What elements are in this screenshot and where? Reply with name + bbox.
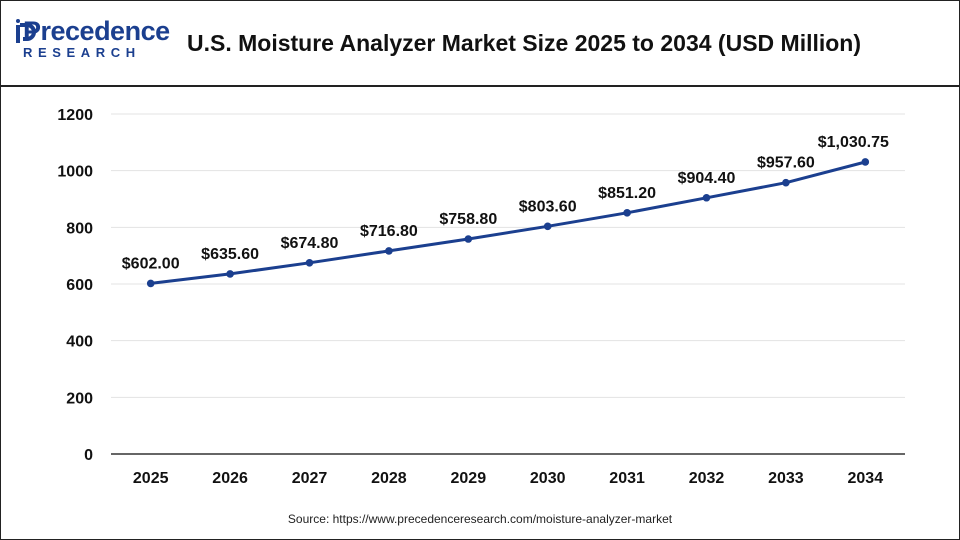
x-tick-label: 2028 (371, 470, 407, 487)
logo-subtext: RESEARCH (23, 45, 141, 60)
data-point (623, 209, 631, 217)
line-chart: 0 200 400 600 800 1000 1200 2025 2026 2027 2028 202… (57, 107, 905, 487)
data-point (702, 193, 711, 202)
source-note: Source: https://www.precedenceresearch.c… (287, 512, 673, 526)
data-label: $851.20 (598, 185, 656, 202)
x-tick-label: 2033 (768, 470, 804, 487)
data-label: $904.40 (678, 170, 736, 187)
y-tick-label: 1200 (57, 107, 93, 124)
x-tick-label: 2031 (609, 470, 645, 487)
y-tick-label: 0 (84, 447, 93, 464)
logo-mark-icon (16, 19, 36, 43)
data-point (226, 270, 234, 278)
series-line (150, 160, 866, 285)
y-tick-label: 600 (66, 277, 93, 294)
data-label: $635.60 (201, 246, 259, 263)
data-point (464, 235, 473, 243)
data-label: $1,030.75 (818, 134, 889, 151)
y-tick-label: 1000 (57, 164, 93, 181)
brand-logo: Precedence RESEARCH (15, 15, 170, 63)
x-tick-label: 2025 (133, 470, 169, 487)
x-tick-label: 2034 (848, 470, 884, 487)
data-point (861, 158, 870, 166)
y-tick-label: 800 (66, 220, 93, 237)
data-label: $957.60 (757, 155, 815, 172)
data-point (146, 279, 155, 288)
header: Precedence RESEARCH U.S. Moisture Analyz… (1, 1, 959, 87)
x-tick-label: 2029 (451, 470, 487, 487)
x-tick-label: 2027 (292, 470, 328, 487)
data-point (782, 178, 790, 187)
data-point (543, 222, 552, 231)
data-label: $716.80 (360, 223, 418, 240)
y-tick-label: 400 (66, 334, 93, 351)
data-label: $803.60 (519, 198, 577, 215)
data-point (305, 259, 314, 267)
data-label: $758.80 (439, 211, 497, 228)
chart-title: U.S. Moisture Analyzer Market Size 2025 … (187, 30, 862, 56)
data-label: $602.00 (122, 255, 180, 272)
x-tick-label: 2026 (212, 470, 248, 487)
logo-wordmark: Precedence (23, 16, 170, 46)
data-point (385, 247, 393, 255)
x-tick-label: 2030 (530, 470, 566, 487)
data-label: $674.80 (281, 235, 339, 252)
y-tick-label: 200 (66, 390, 93, 407)
x-tick-label: 2032 (689, 470, 725, 487)
